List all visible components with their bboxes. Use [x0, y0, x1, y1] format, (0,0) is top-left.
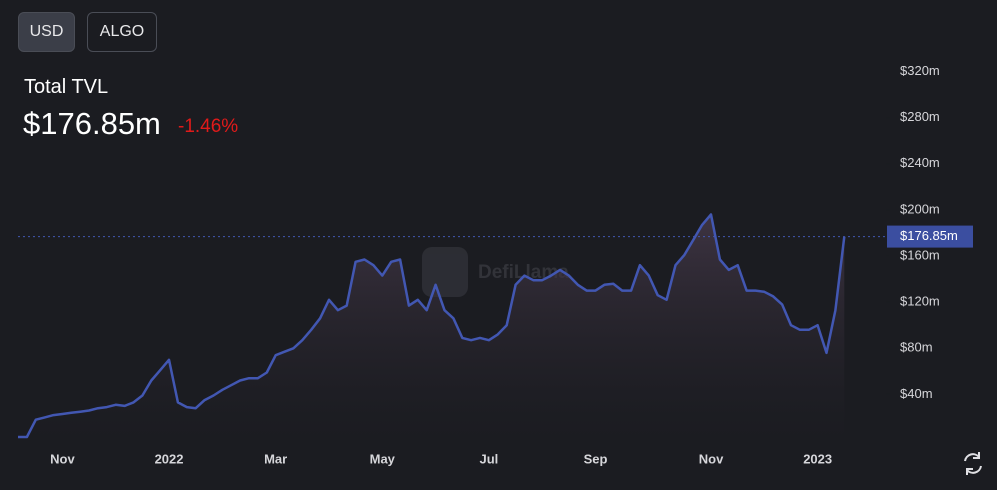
- price-marker: [887, 225, 973, 248]
- tvl-value: $176.85m: [23, 106, 161, 141]
- tvl-change: -1.46%: [178, 116, 239, 137]
- x-tick-label: 2023: [803, 451, 832, 466]
- y-tick-label: $320m: [900, 63, 940, 78]
- y-tick-label: $160m: [900, 247, 940, 262]
- y-tick-label: $40m: [900, 386, 933, 401]
- area: [18, 214, 845, 441]
- x-tick-label: Mar: [264, 451, 287, 466]
- y-tick-label: $200m: [900, 201, 940, 216]
- x-tick-label: Jul: [480, 451, 499, 466]
- y-tick-label: $80m: [900, 340, 933, 355]
- x-tick-label: Nov: [699, 451, 724, 466]
- x-tick-label: Nov: [50, 451, 75, 466]
- price-label: $176.85m: [900, 228, 958, 243]
- refresh-arrow[interactable]: [966, 452, 980, 475]
- x-tick-label: 2022: [155, 451, 184, 466]
- x-tick-label: May: [370, 451, 396, 466]
- x-tick-label: Sep: [584, 451, 608, 466]
- refresh-arc[interactable]: [964, 453, 982, 474]
- tvl-title: Total TVL: [24, 76, 109, 98]
- watermark-logo: [422, 247, 468, 297]
- line: [18, 213, 846, 439]
- y-tick-label: $240m: [900, 155, 940, 170]
- y-tick-label: $120m: [900, 294, 940, 309]
- y-tick-label: $280m: [900, 109, 940, 124]
- currency-button[interactable]: USD: [18, 12, 75, 52]
- refresh-icon[interactable]: [964, 452, 982, 475]
- currency-button[interactable]: ALGO: [87, 12, 157, 52]
